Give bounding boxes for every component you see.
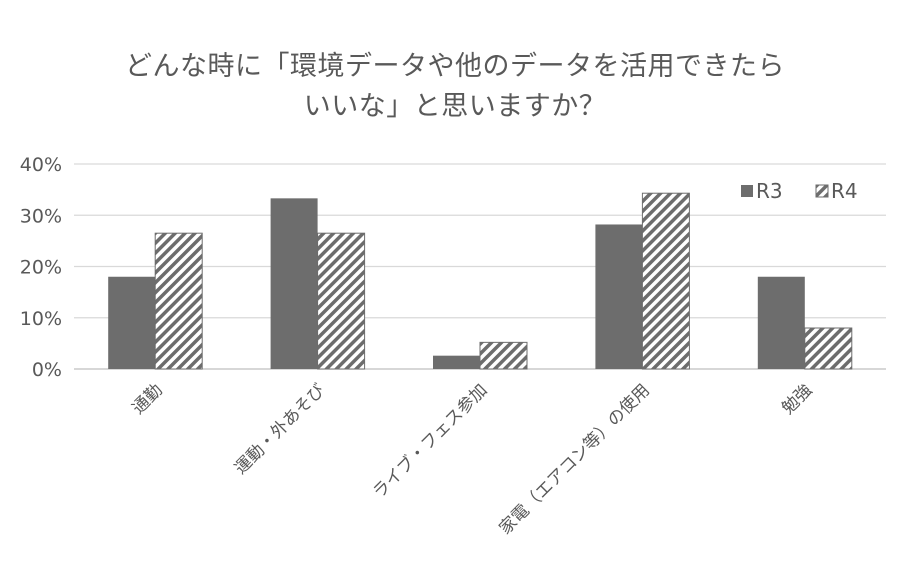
chart-title-line-1: どんな時に「環境データや他のデータを活用できたら [125,51,785,82]
x-tick-label: 家電（エアコン等）の使用 [495,380,654,539]
y-tick-label: 40% [20,154,62,176]
bar-r4-0 [154,232,203,370]
bar-r3-0 [108,276,156,369]
y-tick-label: 20% [20,257,62,279]
bar-r4-2 [479,341,528,370]
y-tick-label: 30% [20,205,62,227]
legend-swatch-r3 [741,185,753,197]
x-tick-label: 勉強 [778,380,816,418]
bar-r4-3 [641,192,690,370]
bar-r4-4 [804,327,853,370]
bar-r3-2 [433,355,480,369]
y-tick-label: 0% [32,359,62,381]
bar-r4-1 [317,232,366,370]
x-tick-label: 運動・外あそび [231,380,329,478]
legend-label-r4: R4 [831,179,858,203]
bar-r3-1 [270,198,318,369]
y-tick-label: 10% [20,308,62,330]
legend-label-r3: R3 [756,179,783,203]
bar-r3-3 [595,224,643,369]
x-tick-label: 通勤 [129,380,167,418]
chart-title-line-2: いいな」と思いますか？ [303,91,607,122]
legend-swatch-r4 [815,184,829,198]
x-tick-label: ライブ・フェス参加 [368,380,491,503]
bar-r3-4 [757,276,805,369]
